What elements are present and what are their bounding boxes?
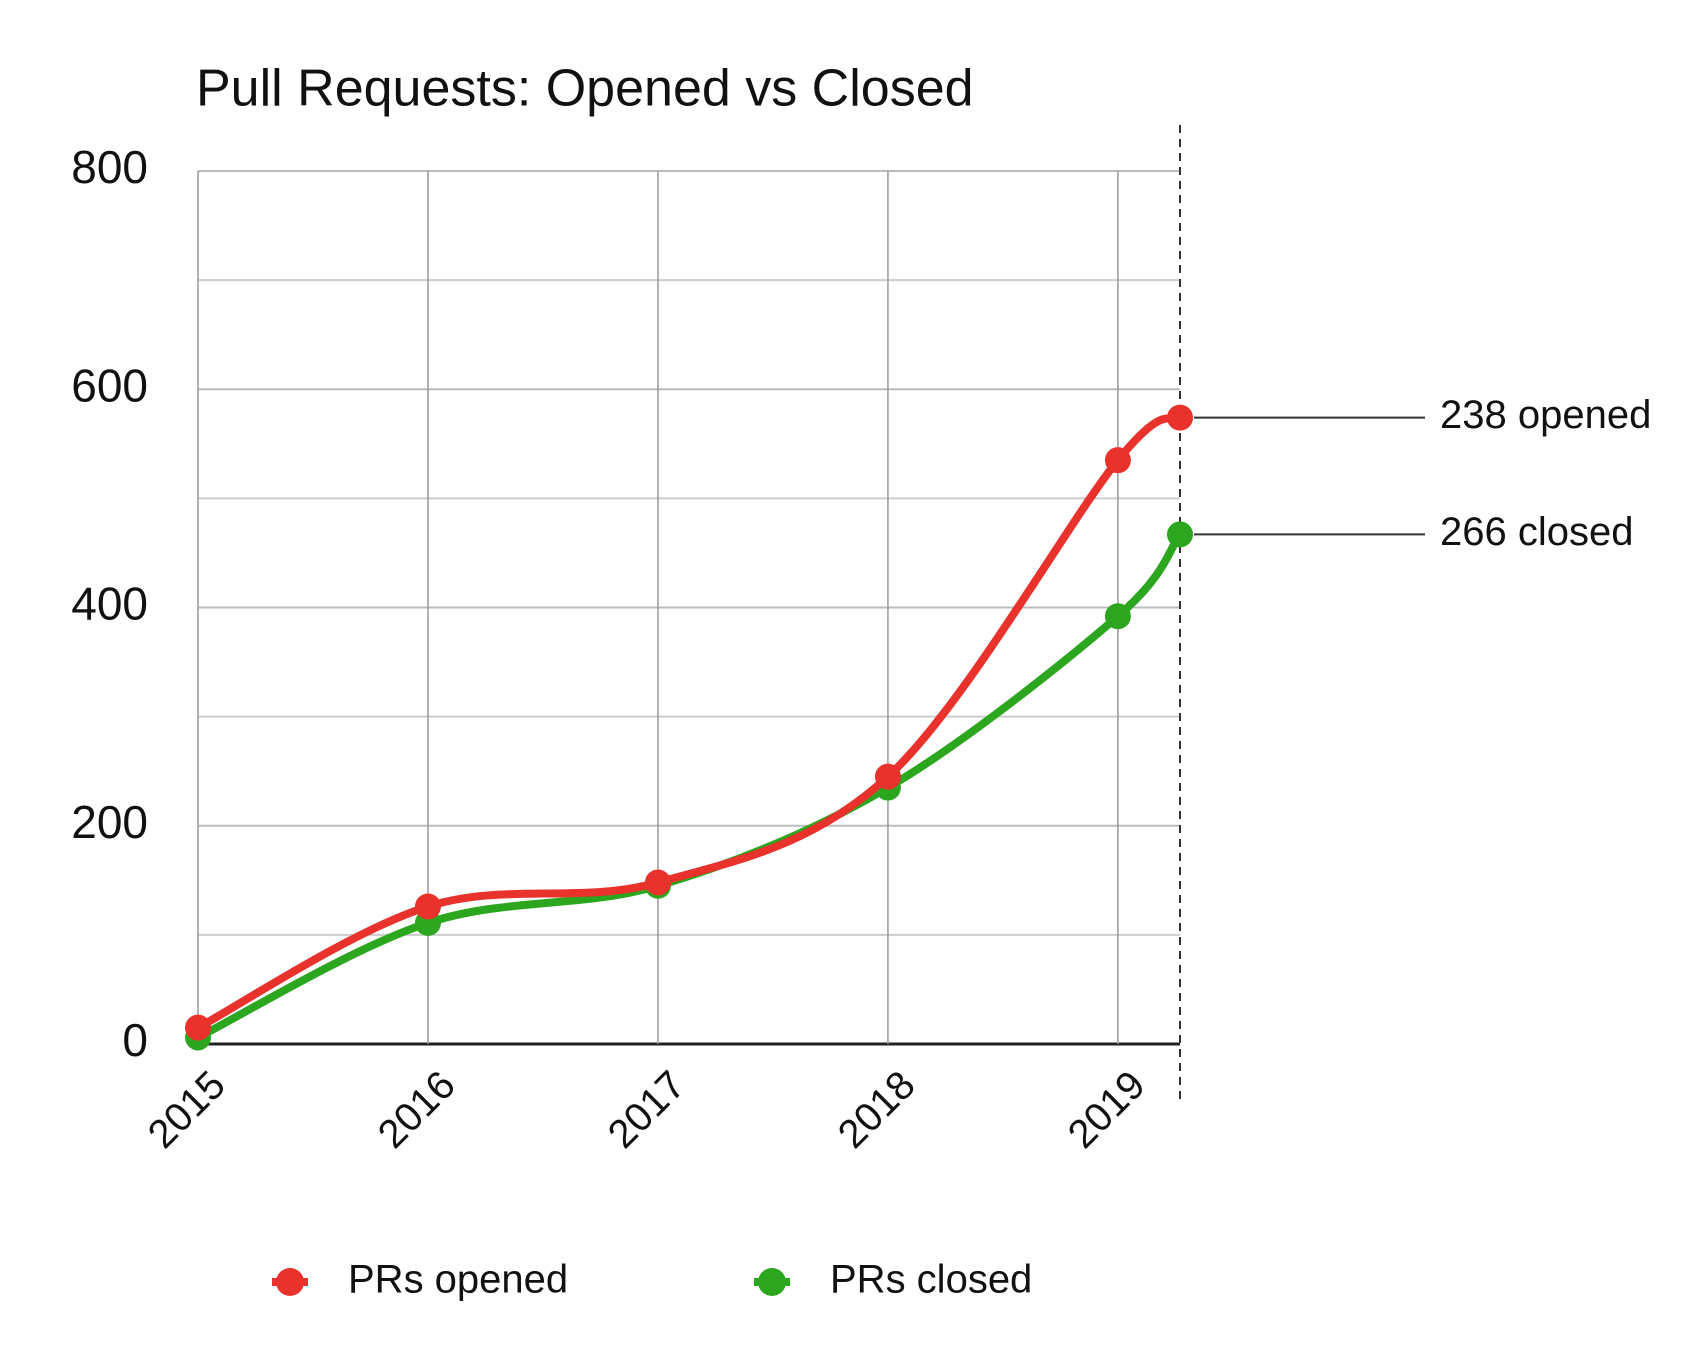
x-tick-label: 2015 [140, 1063, 234, 1157]
y-tick-label: 400 [71, 578, 148, 630]
legend-swatch [276, 1268, 304, 1296]
data-point [1104, 603, 1131, 630]
x-tick-label: 2018 [830, 1063, 924, 1157]
data-point [874, 763, 901, 790]
data-point [1104, 447, 1131, 474]
legend-label: PRs opened [348, 1258, 568, 1302]
annotation: 238 opened [1440, 393, 1651, 437]
legend-label: PRs closed [830, 1258, 1032, 1302]
data-point [644, 869, 671, 896]
series-line [196, 414, 1183, 1032]
y-tick-label: 0 [122, 1014, 148, 1066]
x-tick-label: 2017 [600, 1063, 694, 1157]
chart-title: Pull Requests: Opened vs Closed [196, 60, 974, 118]
x-tick-label: 2016 [370, 1063, 464, 1157]
y-tick-label: 600 [71, 359, 148, 411]
y-tick-label: 200 [71, 796, 148, 848]
series-line [196, 531, 1184, 1042]
y-tick-label: 800 [71, 141, 148, 193]
data-point [1167, 521, 1193, 548]
data-point [1167, 404, 1193, 431]
annotation: 266 closed [1440, 510, 1633, 554]
x-tick-label: 2019 [1060, 1063, 1154, 1157]
data-point [185, 1014, 211, 1041]
data-point [414, 893, 441, 920]
legend-swatch [758, 1268, 786, 1296]
